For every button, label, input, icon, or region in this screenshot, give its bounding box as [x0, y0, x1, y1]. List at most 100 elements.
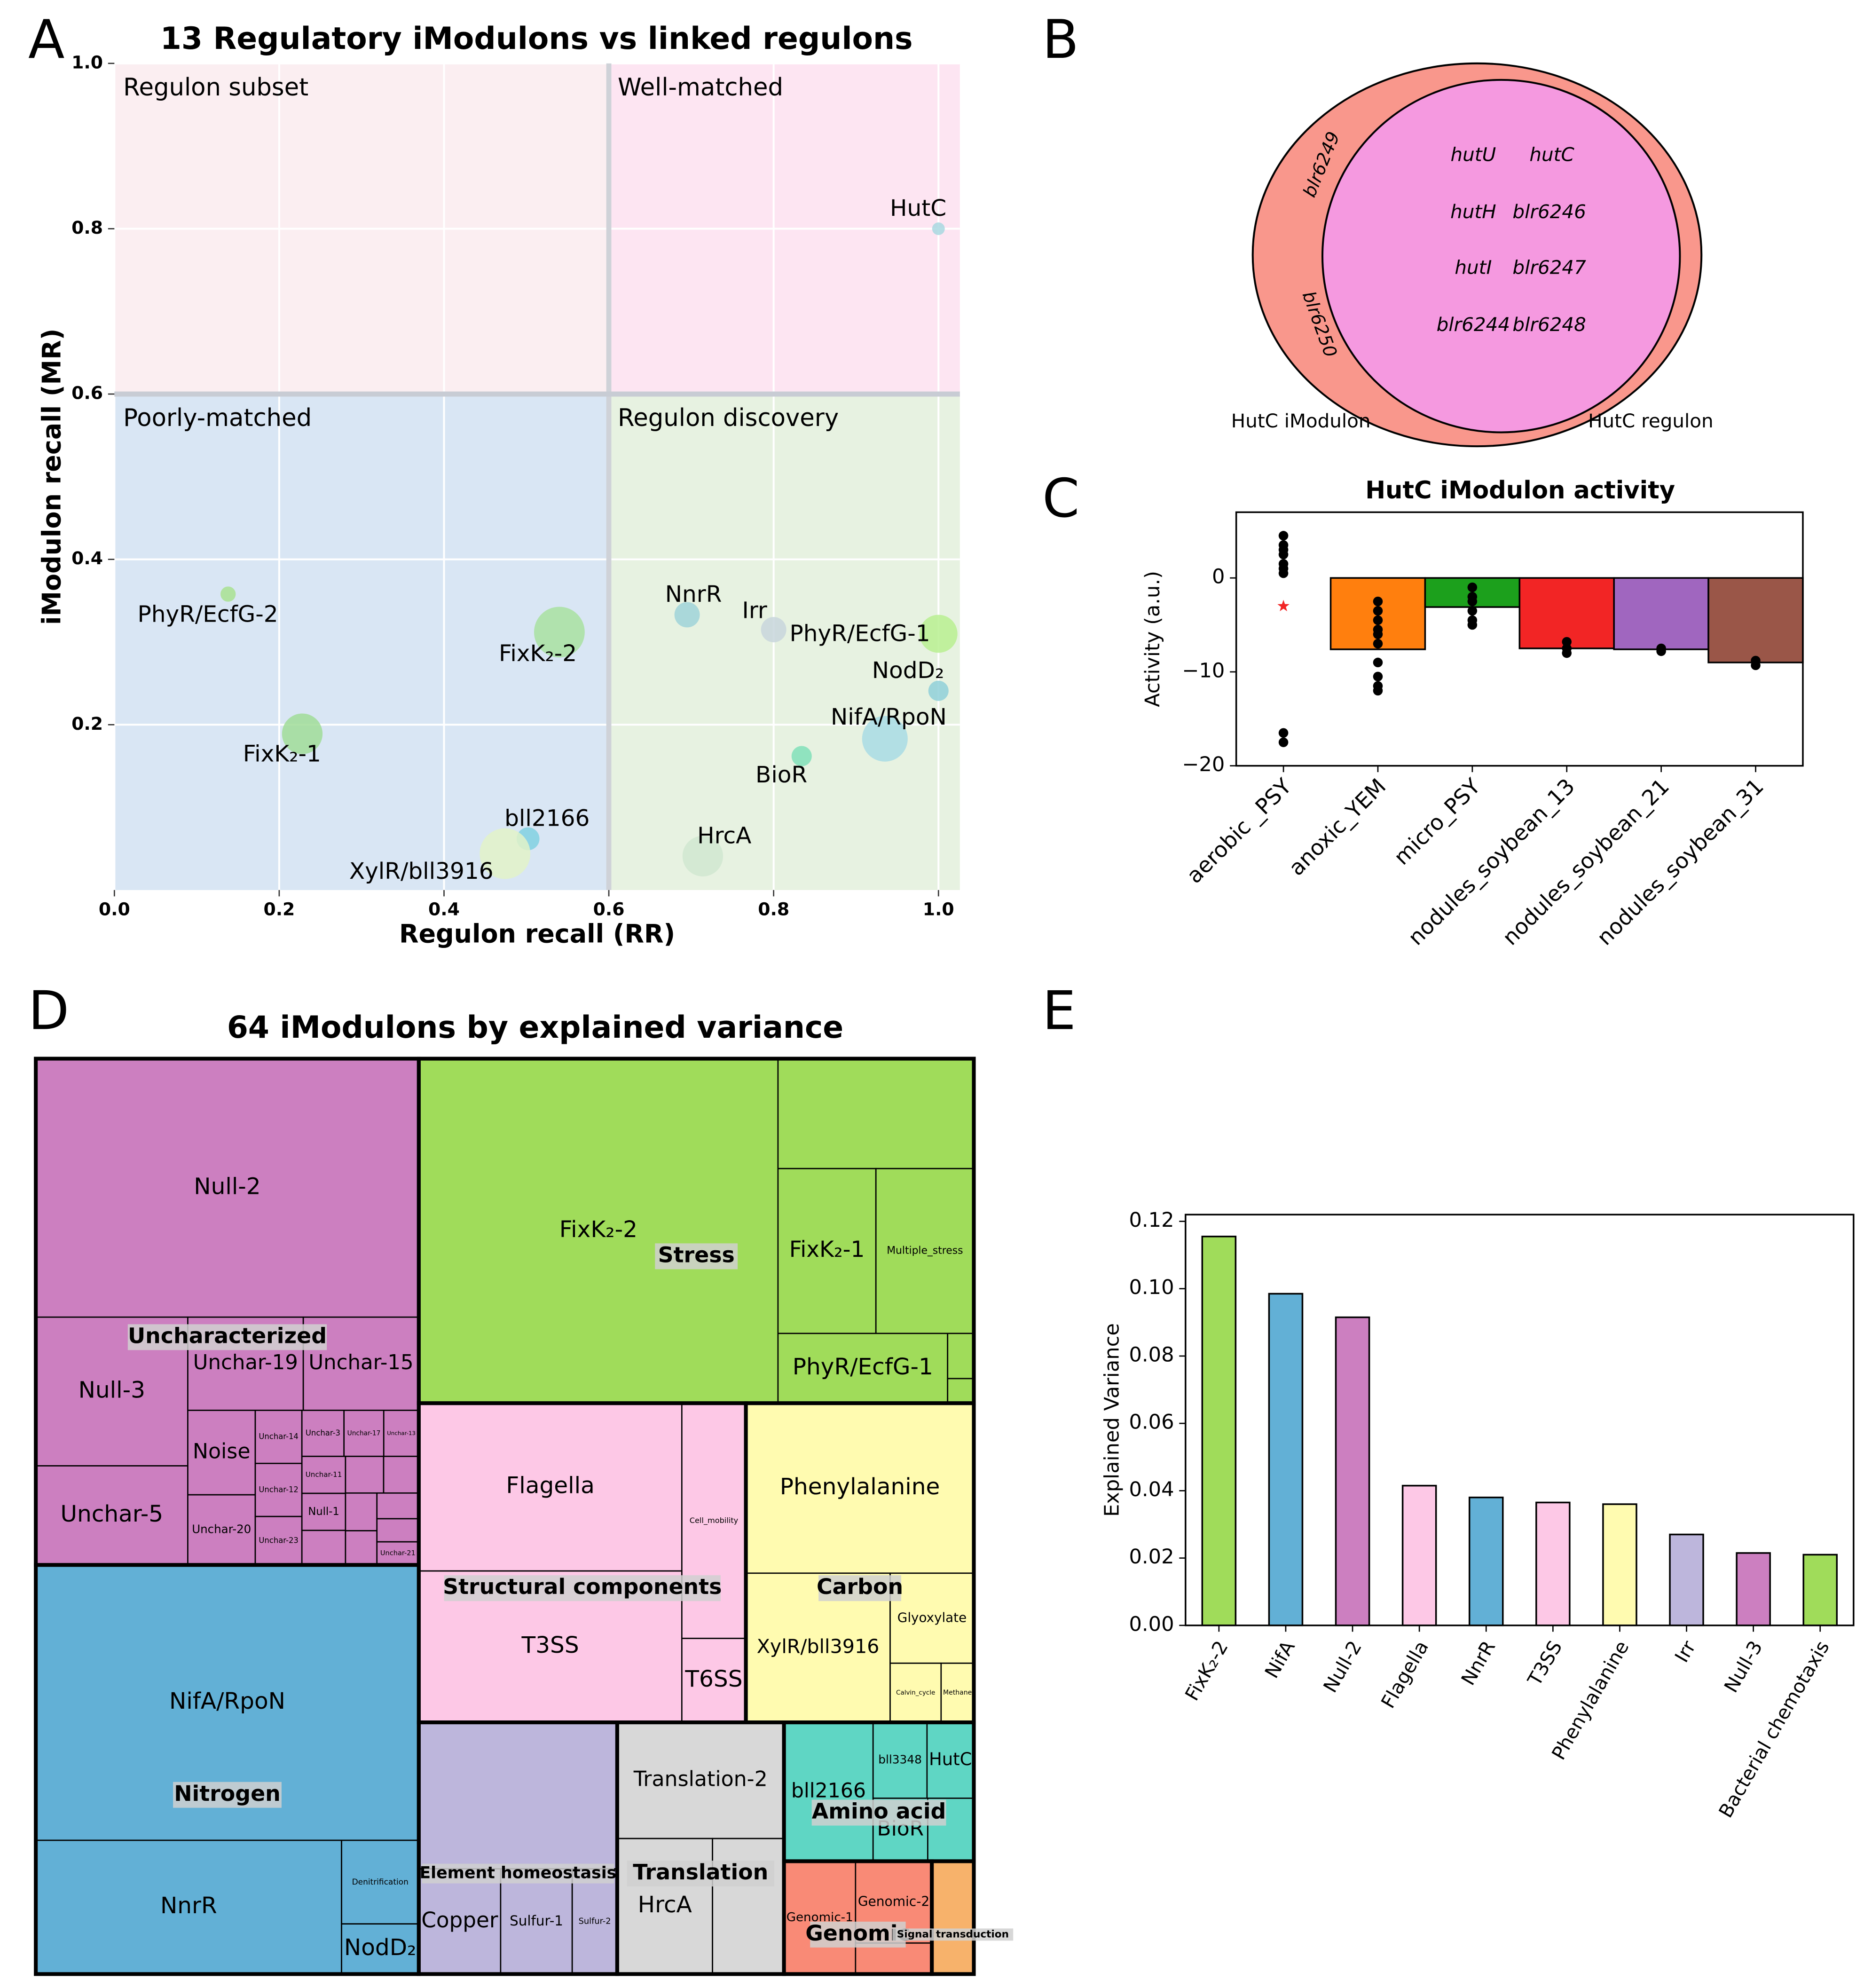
group-label-bg — [810, 1921, 906, 1948]
x-tick-label: FixK₂-2 — [1180, 1637, 1233, 1704]
group-outline — [930, 1859, 976, 1976]
plot-frame — [1185, 1214, 1855, 1626]
cell-label: Translation-2 — [633, 1767, 768, 1791]
gene-label: hutH — [1450, 200, 1496, 223]
bubble — [928, 680, 949, 701]
cell-label: Multiple_stress — [887, 1245, 963, 1257]
treemap-cell — [187, 1494, 256, 1566]
y-tick-label: 0.06 — [1129, 1411, 1174, 1434]
cell-label: Unchar-17 — [347, 1429, 381, 1437]
bubble — [220, 586, 236, 602]
treemap-cell — [926, 1721, 975, 1799]
y-tick-label: −20 — [1182, 753, 1225, 776]
bar — [1736, 1552, 1771, 1626]
gene-label: hutC — [1529, 143, 1574, 166]
treemap-cell — [418, 1721, 618, 1870]
treemap-cell — [783, 1861, 857, 1975]
cell-label: Methane — [943, 1689, 972, 1696]
bar — [1335, 1316, 1370, 1626]
sample-dot — [1373, 639, 1383, 649]
sample-dot — [1467, 606, 1478, 616]
bar — [1707, 577, 1804, 663]
group-label-bg — [173, 1782, 282, 1808]
point-label: PhyR/EcfG-2 — [137, 601, 278, 627]
cell-label: FixK₂-2 — [559, 1216, 637, 1243]
sample-dot — [1373, 686, 1383, 696]
cell-label: NifA/RpoN — [169, 1688, 285, 1714]
cell-label: Denitrification — [352, 1878, 409, 1887]
treemap-cell — [254, 1410, 303, 1464]
set-circle — [1321, 79, 1681, 434]
treemap-cell — [745, 1402, 975, 1574]
point-label: NodD₂ — [872, 657, 944, 684]
cell-label: Copper — [421, 1908, 498, 1933]
treemap-cell — [383, 1410, 420, 1457]
bar — [1401, 1484, 1437, 1626]
x-tick-label: Flagella — [1376, 1637, 1433, 1712]
cell-label: Glyoxylate — [897, 1610, 967, 1625]
y-tick-label: 0.04 — [1129, 1478, 1174, 1501]
cell-label: Calvin_cycle — [896, 1689, 935, 1696]
cell-label: FixK₂-1 — [789, 1237, 865, 1262]
x-tick-label: Irr — [1670, 1637, 1700, 1666]
x-tick-label: nodules_soybean_31 — [1592, 773, 1769, 950]
quadrant-label: Regulon discovery — [618, 404, 839, 432]
treemap-cell — [681, 1638, 747, 1723]
treemap-cell — [341, 1839, 420, 1925]
sample-dot — [1467, 596, 1478, 607]
sample-dot — [1278, 737, 1289, 747]
treemap-cell — [35, 1058, 420, 1318]
bubble — [761, 617, 786, 643]
cell-label: NodD₂ — [344, 1934, 417, 1961]
cell-label: HrcA — [638, 1892, 692, 1918]
bar — [1201, 1235, 1237, 1626]
treemap-cell — [343, 1410, 385, 1457]
point-label: BioR — [755, 762, 807, 788]
quadrant-label: Well-matched — [618, 73, 783, 102]
y-tick-label: 0.4 — [71, 548, 103, 568]
bar — [1468, 1496, 1504, 1626]
treemap-cell — [301, 1530, 346, 1566]
sample-dot — [1373, 615, 1383, 625]
group-label: Stress — [658, 1242, 735, 1267]
group-label-bg — [422, 1863, 614, 1884]
treemap-cell — [35, 1465, 189, 1566]
treemap-cell — [301, 1455, 346, 1494]
y-tick-label: 0.08 — [1129, 1343, 1174, 1366]
group-label-bg — [811, 1799, 946, 1826]
treemap-cell — [872, 1721, 928, 1799]
point-label: HutC — [890, 195, 946, 221]
bar — [1802, 1554, 1838, 1626]
cell-label: Noise — [193, 1439, 251, 1463]
x-tick-label: 0.0 — [99, 899, 130, 920]
sample-dot — [1278, 568, 1289, 578]
cell-label: T6SS — [684, 1666, 742, 1692]
gene-label: blr6246 — [1512, 200, 1586, 223]
plot-frame — [1235, 511, 1804, 767]
y-tick-label: 0.10 — [1129, 1276, 1174, 1299]
x-tick-label: 0.8 — [758, 899, 789, 920]
group-label-bg — [444, 1575, 721, 1601]
cell-label: Unchar-23 — [259, 1536, 299, 1545]
treemap-cell — [947, 1378, 975, 1404]
treemap-cell — [345, 1455, 385, 1494]
point-label: PhyR/EcfG-1 — [789, 621, 930, 647]
point-label: Irr — [742, 597, 767, 623]
cell-label: Flagella — [506, 1473, 594, 1499]
cell-label: Phenylalanine — [780, 1474, 940, 1500]
bar — [1613, 577, 1709, 650]
x-tick-label: T3SS — [1523, 1637, 1566, 1690]
bar — [1602, 1503, 1637, 1626]
panel-label: B — [1042, 8, 1079, 71]
cell-label: XylR/bll3916 — [757, 1635, 880, 1657]
cell-label: T3SS — [521, 1632, 579, 1658]
group-label: Carbon — [817, 1574, 903, 1599]
bubble — [862, 716, 908, 762]
bubble — [534, 607, 585, 658]
treemap-cell — [777, 1168, 877, 1334]
y-axis-label: Activity (a.u.) — [1141, 571, 1164, 707]
cell-label: Cell_mobility — [690, 1516, 739, 1525]
treemap-cell — [345, 1492, 378, 1531]
set-label: HutC iModulon — [1231, 410, 1371, 432]
